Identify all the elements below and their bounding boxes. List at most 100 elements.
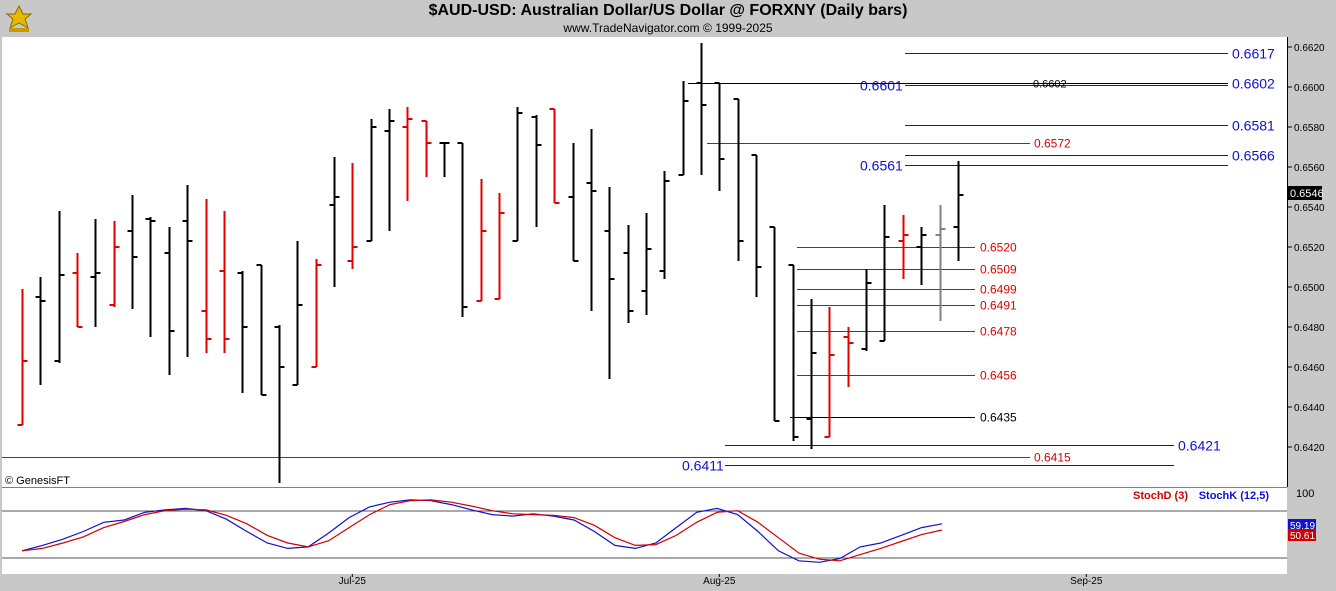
last-price-label: 0.6546 [1288, 186, 1324, 200]
ohlc-bar [788, 264, 799, 441]
ohlc-bar [824, 307, 835, 438]
ohlc-bar [421, 120, 432, 177]
level-label: 0.6601 [860, 78, 903, 94]
stochastic-panel [2, 488, 1287, 574]
ohlc-bar [678, 81, 689, 176]
ohlc-bar [476, 179, 487, 302]
ohlc-bar [843, 327, 854, 387]
price-tick-label: 0.6600 [1294, 83, 1325, 94]
level-label: 0.6435 [980, 411, 1017, 425]
ohlc-bar [256, 264, 267, 396]
ohlc-bar [127, 195, 138, 309]
ohlc-bar [696, 43, 707, 175]
level-label: 0.6421 [1178, 438, 1221, 454]
stoch-d-legend: StochD (3) [1133, 490, 1188, 502]
price-tick-label: 0.6480 [1294, 323, 1325, 334]
ohlc-bar [916, 227, 927, 285]
ohlc-bar [659, 171, 670, 279]
watermark: © GenesisFT [5, 475, 70, 487]
ohlc-bar [623, 225, 634, 323]
chart-header: $AUD-USD: Australian Dollar/US Dollar @ … [0, 0, 1336, 36]
ohlc-bar [531, 115, 542, 227]
ohlc-bar [384, 109, 395, 231]
svg-text:50.61: 50.61 [1290, 531, 1315, 542]
ohlc-bar [898, 215, 909, 279]
level-label: 0.6561 [860, 158, 903, 174]
ohlc-bar [604, 187, 615, 379]
ohlc-bar [274, 325, 285, 483]
price-tick-label: 0.6420 [1294, 443, 1325, 454]
ohlc-bar [311, 259, 322, 368]
ohlc-bar [35, 277, 46, 385]
ohlc-bar [402, 107, 413, 201]
level-label: 0.6456 [980, 369, 1017, 383]
chart-subtitle: www.TradeNavigator.com © 1999-2025 [563, 21, 773, 35]
price-tick-label: 0.6440 [1294, 403, 1325, 414]
ohlc-bar [182, 185, 193, 357]
price-tick-label: 0.6540 [1294, 203, 1325, 214]
ohlc-bar [714, 82, 725, 191]
date-tick-label: Jul-25 [339, 576, 367, 587]
level-label: 0.6520 [980, 241, 1017, 255]
level-label: 0.6499 [980, 283, 1017, 297]
level-label: 0.6415 [1034, 451, 1071, 465]
price-tick-label: 0.6520 [1294, 243, 1325, 254]
level-label: 0.6411 [682, 458, 724, 474]
ohlc-bar [219, 211, 230, 353]
ohlc-bar [17, 289, 28, 426]
level-lines: 0.6617 0.6602 0.6601 0.6602 0.6581 0.6572 0.65… [2, 46, 1275, 474]
svg-text:59.19: 59.19 [1290, 521, 1315, 532]
ohlc-bar [109, 221, 120, 307]
ohlc-bar [237, 271, 248, 393]
ohlc-bar [54, 211, 65, 363]
stochastic-lines [21, 499, 943, 563]
date-tick-label: Aug-25 [703, 576, 736, 587]
price-tick-label: 0.6580 [1294, 123, 1325, 134]
price-axis: 0.6620 0.6600 0.6580 0.6560 0.6540 0.6520 0.65… [1287, 37, 1325, 487]
ohlc-bar [494, 193, 505, 300]
level-label: 0.6566 [1232, 148, 1275, 164]
ohlc-bar [733, 98, 744, 261]
stoch-d-last-label: 50.61 [1288, 529, 1316, 542]
ohlc-bar [439, 142, 450, 177]
price-tick-label: 0.6620 [1294, 43, 1325, 54]
ohlc-bar [201, 199, 212, 353]
stoch-series-line [21, 499, 943, 563]
ohlc-bar [751, 154, 762, 297]
ohlc-bar [586, 129, 597, 311]
level-label: 0.6581 [1232, 118, 1275, 134]
ohlc-bar [347, 163, 358, 269]
stoch-k-last-label: 59.19 [1288, 519, 1316, 532]
ohlc-bar [568, 143, 579, 262]
genesis-logo-icon [5, 4, 33, 32]
price-tick-label: 0.6500 [1294, 283, 1325, 294]
date-tick-label: Sep-25 [1070, 576, 1103, 587]
ohlc-bar [861, 269, 872, 351]
price-tick-label: 0.6460 [1294, 363, 1325, 374]
ohlc-bar [90, 219, 101, 327]
ohlc-bar [806, 299, 817, 449]
level-label: 0.6491 [980, 299, 1017, 313]
level-label: 0.6602 [1232, 76, 1275, 92]
level-label: 0.6478 [980, 325, 1017, 339]
ohlc-bar [164, 227, 175, 375]
stoch-k-legend: StochK (12,5) [1199, 490, 1270, 502]
price-tick-label: 0.6560 [1294, 163, 1325, 174]
stoch-max-tick: 100 [1296, 488, 1314, 500]
chart-title: $AUD-USD: Australian Dollar/US Dollar @ … [428, 2, 908, 19]
level-label: 0.6509 [980, 263, 1017, 277]
level-label: 0.6617 [1232, 46, 1275, 62]
svg-text:0.6546: 0.6546 [1290, 188, 1324, 200]
ohlc-bar [457, 142, 468, 317]
ohlc-bar [512, 107, 523, 242]
ohlc-bar [292, 241, 303, 386]
level-label: 0.6602 [1033, 79, 1067, 91]
ohlc-bar [769, 226, 780, 422]
ohlc-bars [17, 43, 964, 483]
date-axis: Jul-25 Aug-25 Sep-25 [339, 574, 1103, 587]
ohlc-bar [366, 119, 377, 242]
ohlc-bar [145, 217, 156, 337]
stoch-series-line [21, 499, 943, 562]
price-panel [2, 37, 1287, 487]
